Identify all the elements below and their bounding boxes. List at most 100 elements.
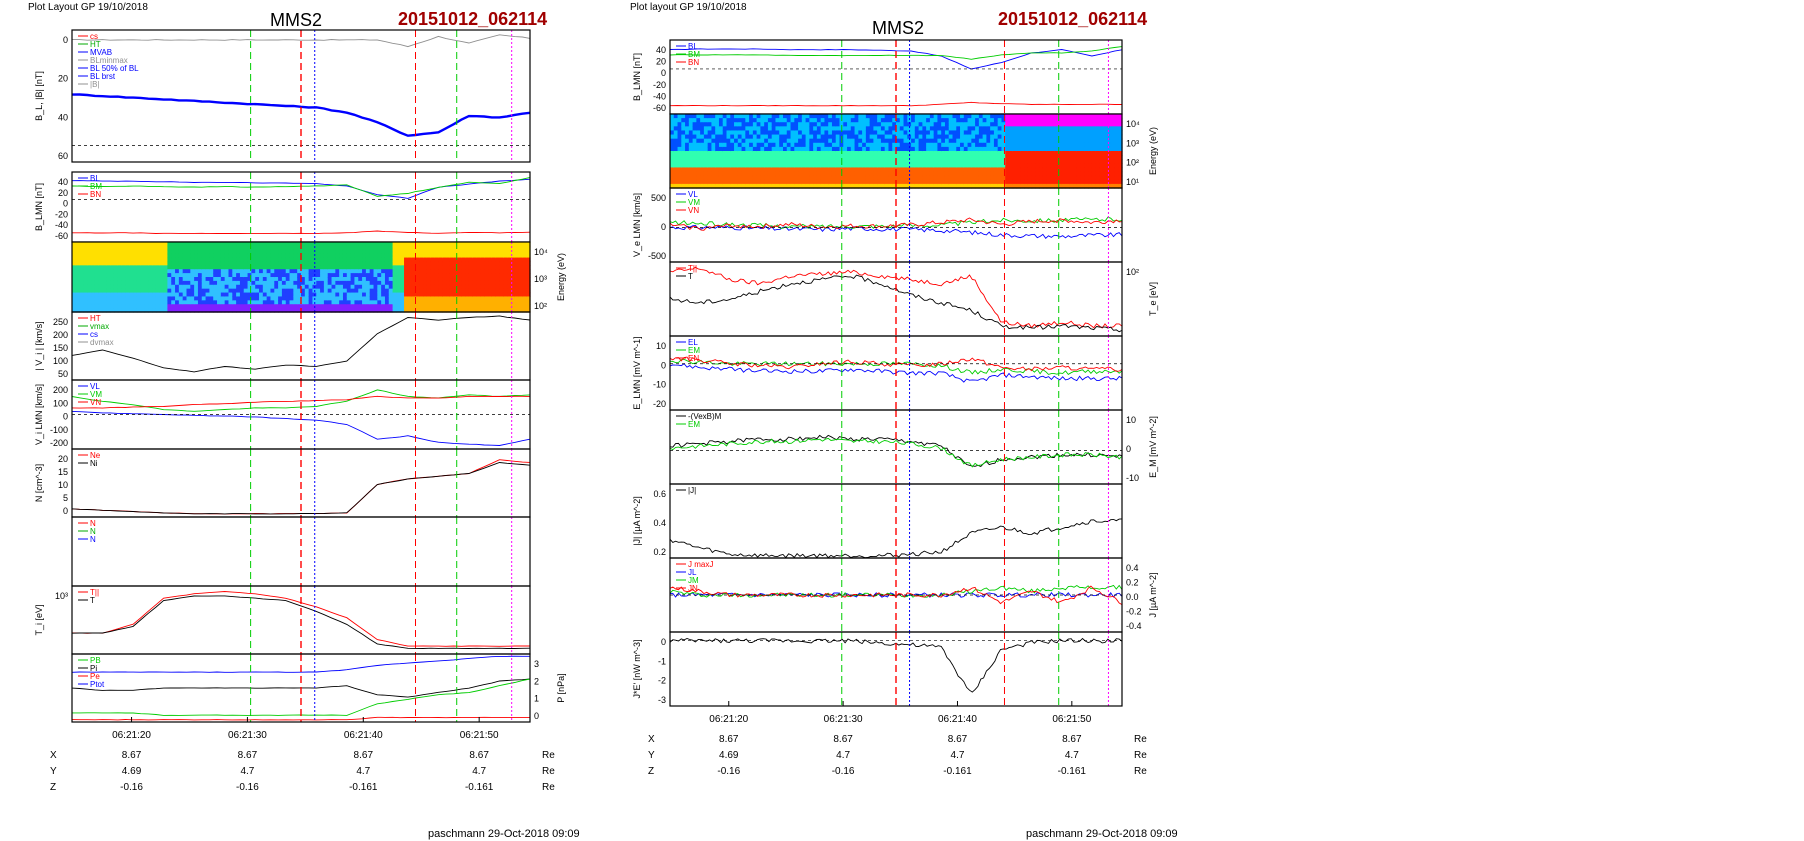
spectrogram-cell	[358, 249, 363, 255]
spectrogram-cell	[381, 288, 386, 294]
spectrogram-cell	[434, 300, 439, 305]
spectrogram-cell	[670, 146, 675, 152]
spectrogram-cell	[771, 163, 777, 169]
y-tick-label: -40	[653, 91, 666, 101]
spectrogram-cell	[175, 288, 180, 294]
spectrogram-cell	[745, 134, 750, 140]
spectrogram-cell	[1073, 159, 1078, 164]
spectrogram-cell	[1001, 151, 1006, 156]
spectrogram-cell	[880, 134, 886, 140]
spectrogram-cell	[224, 253, 230, 259]
spectrogram-cell	[316, 245, 321, 251]
spectrogram-cell	[87, 304, 92, 309]
spectrogram-cell	[232, 296, 237, 301]
spectrogram-cell	[741, 171, 746, 177]
spectrogram-cell	[865, 142, 871, 148]
spectrogram-cell	[941, 151, 946, 156]
spectrogram-cell	[285, 253, 291, 259]
spectrogram-cell	[369, 300, 375, 305]
spectrogram-cell	[1065, 122, 1070, 127]
spectrogram-cell	[1054, 122, 1059, 127]
spectrogram-cell	[941, 179, 946, 185]
spectrogram-cell	[1027, 151, 1033, 156]
spectrogram-cell	[865, 114, 871, 119]
ephemeris-unit: Re	[542, 766, 555, 777]
spectrogram-cell	[1073, 167, 1078, 173]
spectrogram-cell	[480, 292, 485, 298]
spectrogram-cell	[850, 163, 856, 169]
spectrogram-cell	[975, 151, 980, 156]
spectrogram-cell	[346, 284, 352, 290]
spectrogram-cell	[718, 134, 724, 140]
spectrogram-cell	[518, 245, 523, 251]
spectrogram-cell	[121, 269, 127, 274]
spectrogram-cell	[997, 179, 1003, 185]
spectrogram-cell	[715, 126, 720, 132]
spectrogram-cell	[737, 179, 743, 185]
spectrogram-cell	[140, 280, 146, 286]
spectrogram-cell	[144, 277, 149, 282]
spectrogram-cell	[831, 142, 837, 148]
spectrogram-cell	[899, 126, 905, 132]
spectrogram-cell	[1027, 122, 1033, 127]
spectrogram-cell	[224, 288, 230, 294]
spectrogram-cell	[711, 122, 716, 127]
spectrogram-cell	[155, 261, 161, 266]
spectrogram-cell	[247, 308, 252, 313]
spectrogram-cell	[449, 308, 455, 313]
spectrogram-cell	[715, 114, 720, 119]
spectrogram-cell	[438, 269, 443, 274]
spectrogram-cell	[1005, 167, 1010, 173]
spectrogram-cell	[133, 257, 138, 263]
spectrogram-cell	[798, 163, 803, 169]
spectrogram-cell	[1118, 126, 1123, 132]
spectrogram-cell	[1020, 122, 1025, 127]
spectrogram-cell	[971, 146, 976, 152]
spectrogram-cell	[304, 304, 310, 309]
spectrogram-cell	[854, 175, 859, 181]
spectrogram-cell	[752, 138, 758, 144]
spectrogram-cell	[106, 269, 111, 274]
spectrogram-cell	[1095, 183, 1100, 189]
x-tick-label: 06:21:40	[344, 730, 383, 741]
spectrogram-cell	[228, 249, 233, 255]
spectrogram-cell	[700, 163, 705, 169]
spectrogram-cell	[877, 114, 882, 119]
spectrogram-cell	[884, 179, 890, 185]
spectrogram-cell	[129, 288, 134, 294]
spectrogram-cell	[771, 134, 777, 140]
spectrogram-cell	[914, 130, 920, 136]
spectrogram-cell	[365, 242, 371, 247]
spectrogram-cell	[213, 300, 218, 305]
left-layout-label: Plot Layout GP 19/10/2018	[28, 2, 148, 13]
spectrogram-cell	[1106, 146, 1112, 152]
spectrogram-cell	[809, 142, 814, 148]
spectrogram-cell	[358, 284, 363, 290]
spectrogram-cell	[1039, 138, 1044, 144]
spectrogram-cell	[1042, 138, 1048, 144]
spectrogram-cell	[125, 245, 130, 251]
spectrogram-cell	[442, 277, 447, 282]
spectrogram-cell	[209, 280, 214, 286]
spectrogram-cell	[247, 245, 252, 251]
spectrogram-cell	[726, 138, 731, 144]
spectrogram-cell	[967, 126, 972, 132]
spectrogram-cell	[990, 122, 995, 127]
spectrogram-cell	[1012, 155, 1018, 160]
spectrogram-cell	[677, 118, 682, 123]
spectrogram-cell	[982, 126, 987, 132]
ephemeris-value: 4.7	[472, 766, 486, 777]
spectrogram-cell	[430, 308, 436, 313]
spectrogram-cell	[106, 265, 111, 270]
spectrogram-cell	[232, 245, 237, 251]
y-axis-label: V_i LMN [km/s]	[34, 384, 44, 445]
spectrogram-cell	[213, 245, 218, 251]
spectrogram-cell	[495, 288, 501, 294]
spectrogram-cell	[503, 288, 508, 294]
spectrogram-cell	[971, 122, 976, 127]
spectrogram-cell	[764, 114, 769, 119]
spectrogram-cell	[688, 142, 694, 148]
spectrogram-cell	[323, 300, 329, 305]
